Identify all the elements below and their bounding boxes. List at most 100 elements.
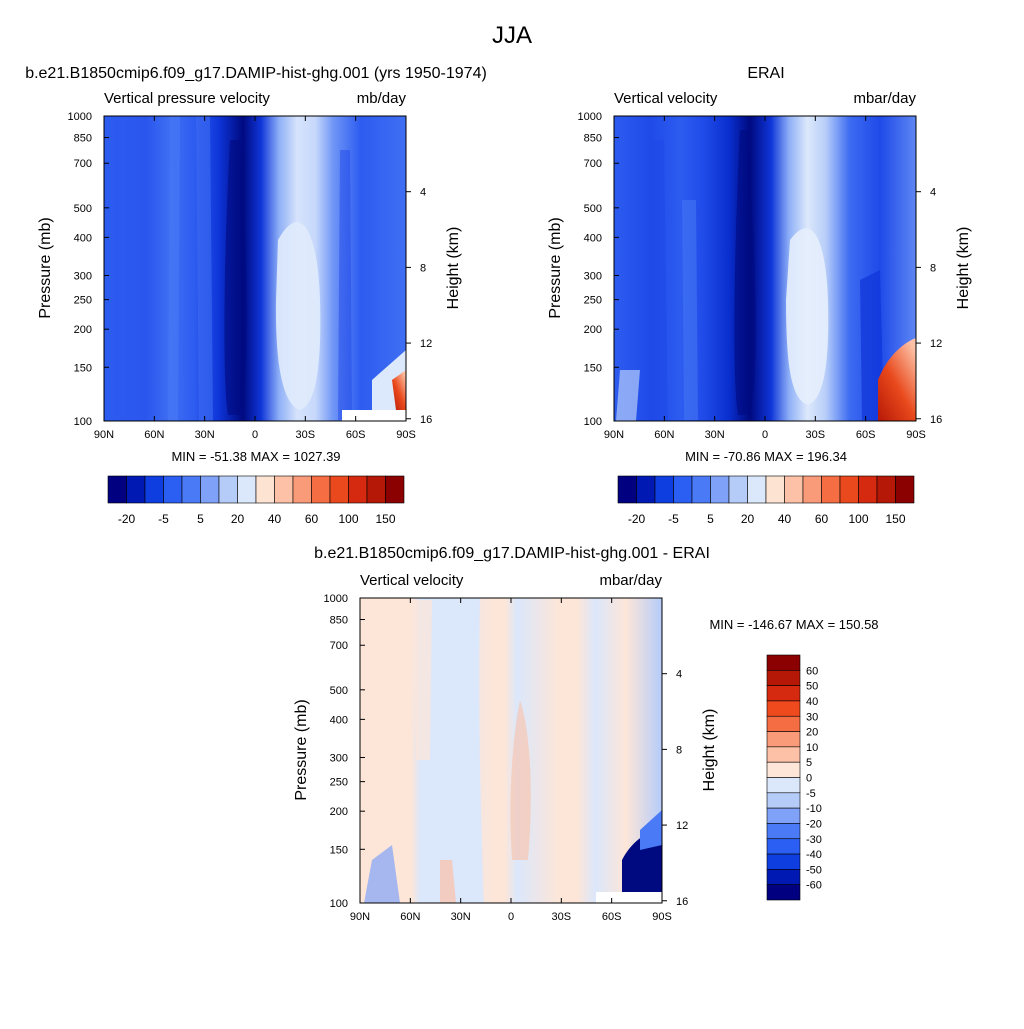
colorbar-swatch xyxy=(766,685,801,702)
figure-title: JJA xyxy=(492,22,532,49)
contour-field xyxy=(614,116,916,421)
colorbar-swatch xyxy=(765,475,785,504)
contour-field xyxy=(104,116,406,421)
colorbar-swatch xyxy=(858,475,878,504)
min-max-text: MIN = -51.38 MAX = 1027.39 xyxy=(171,449,340,464)
colorbar-swatch xyxy=(766,884,801,901)
y-axis-right-title: Height (km) xyxy=(701,709,718,792)
x-tick-label: 90N xyxy=(350,911,370,923)
colorbar: -20 -5 5 20 40 60 100 150 xyxy=(617,475,915,526)
y-right-tick-label: 16 xyxy=(676,896,688,908)
colorbar-swatch xyxy=(348,475,368,504)
colorbar-swatch xyxy=(311,475,331,504)
colorbar-label: -50 xyxy=(806,864,822,876)
x-tick-label: 60N xyxy=(654,429,674,441)
panel-difference: b.e21.B1850cmip6.f09_g17.DAMIP-hist-ghg.… xyxy=(293,545,879,923)
y-axis-right-title: Height (km) xyxy=(955,227,972,310)
y-right-tick-label: 12 xyxy=(930,338,942,350)
min-max-text: MIN = -146.67 MAX = 150.58 xyxy=(709,617,878,632)
y-tick-label: 400 xyxy=(584,232,602,244)
y-axis-right: 16 12 8 4 xyxy=(406,187,432,426)
units-label: mb/day xyxy=(357,90,407,107)
y-tick-label: 1000 xyxy=(68,111,92,123)
colorbar-label: 60 xyxy=(305,512,319,526)
colorbar: -20 -5 5 20 40 60 100 150 xyxy=(107,475,405,526)
colorbar-swatch xyxy=(766,792,801,809)
x-tick-label: 60S xyxy=(346,429,366,441)
x-tick-label: 90S xyxy=(652,911,672,923)
y-tick-label: 300 xyxy=(330,752,348,764)
colorbar-swatch xyxy=(784,475,804,504)
colorbar-swatch xyxy=(237,475,257,504)
y-axis-left: 100 150 200 250 300 400 500 700 850 1000 xyxy=(324,593,365,910)
colorbar-label: 20 xyxy=(741,512,755,526)
y-right-tick-label: 8 xyxy=(676,744,682,756)
colorbar-swatch xyxy=(839,475,859,504)
y-axis-left: 100 150 200 250 300 400 500 700 850 1000 xyxy=(68,111,109,428)
y-tick-label: 1000 xyxy=(578,111,602,123)
colorbar-label: 60 xyxy=(815,512,829,526)
y-tick-label: 700 xyxy=(584,158,602,170)
colorbar-label: 150 xyxy=(375,512,395,526)
y-tick-label: 700 xyxy=(330,640,348,652)
variable-label: Vertical pressure velocity xyxy=(104,90,270,107)
panel-erai: ERAI Vertical velocity mbar/day 90N 60N 30… xyxy=(547,65,972,526)
colorbar-swatch xyxy=(710,475,730,504)
colorbar-swatch xyxy=(766,869,801,885)
x-tick-label: 30S xyxy=(296,429,316,441)
y-tick-label: 150 xyxy=(330,844,348,856)
colorbar-swatch xyxy=(766,853,801,870)
colorbar-swatch xyxy=(728,475,748,504)
x-tick-label: 60S xyxy=(602,911,622,923)
y-tick-label: 250 xyxy=(330,777,348,789)
y-tick-label: 300 xyxy=(74,270,92,282)
x-tick-label: 30S xyxy=(806,429,826,441)
colorbar-swatch xyxy=(766,700,801,717)
colorbar-swatch xyxy=(895,475,915,504)
colorbar-swatch xyxy=(876,475,896,504)
x-tick-label: 90S xyxy=(396,429,416,441)
colorbar-swatch xyxy=(292,475,312,504)
colorbar-label: -20 xyxy=(628,512,646,526)
y-axis-right: 16 12 8 4 xyxy=(662,669,688,908)
y-tick-label: 400 xyxy=(74,232,92,244)
variable-label: Vertical velocity xyxy=(360,572,464,589)
y-tick-label: 200 xyxy=(584,324,602,336)
y-tick-label: 150 xyxy=(584,362,602,374)
colorbar-swatch xyxy=(329,475,349,504)
colorbar-swatch xyxy=(691,475,711,504)
x-axis: 90N 60N 30N 0 30S 60S 90S xyxy=(604,116,926,441)
colorbar-label: 5 xyxy=(707,512,714,526)
x-axis: 90N 60N 30N 0 30S 60S 90S xyxy=(94,116,416,441)
colorbar-swatch xyxy=(766,823,801,840)
colorbar-swatch xyxy=(747,475,767,504)
y-tick-label: 850 xyxy=(330,615,348,627)
colorbar-label: 10 xyxy=(806,742,818,754)
y-tick-label: 250 xyxy=(584,295,602,307)
y-tick-label: 850 xyxy=(74,133,92,145)
colorbar-swatch xyxy=(617,475,637,504)
colorbar-label: -20 xyxy=(806,818,822,830)
y-tick-label: 850 xyxy=(584,133,602,145)
y-right-tick-label: 8 xyxy=(420,262,426,274)
y-tick-label: 250 xyxy=(74,295,92,307)
x-tick-label: 30N xyxy=(451,911,471,923)
x-tick-label: 90S xyxy=(906,429,926,441)
y-axis-title: Pressure (mb) xyxy=(293,699,310,800)
y-tick-label: 100 xyxy=(330,898,348,910)
colorbar-label: 150 xyxy=(885,512,905,526)
colorbar-label: 5 xyxy=(197,512,204,526)
colorbar-label: 100 xyxy=(848,512,868,526)
colorbar-swatch xyxy=(200,475,220,504)
colorbar-label: -5 xyxy=(806,788,816,800)
colorbar-label: -5 xyxy=(158,512,169,526)
units-label: mbar/day xyxy=(853,90,916,107)
colorbar-swatch xyxy=(255,475,275,504)
colorbar-swatch xyxy=(821,475,841,504)
colorbar-label: -5 xyxy=(668,512,679,526)
x-tick-label: 30S xyxy=(552,911,572,923)
colorbar-swatch xyxy=(163,475,183,504)
y-tick-label: 500 xyxy=(584,203,602,215)
y-axis-left: 100 150 200 250 300 400 500 700 850 1000 xyxy=(578,111,619,428)
